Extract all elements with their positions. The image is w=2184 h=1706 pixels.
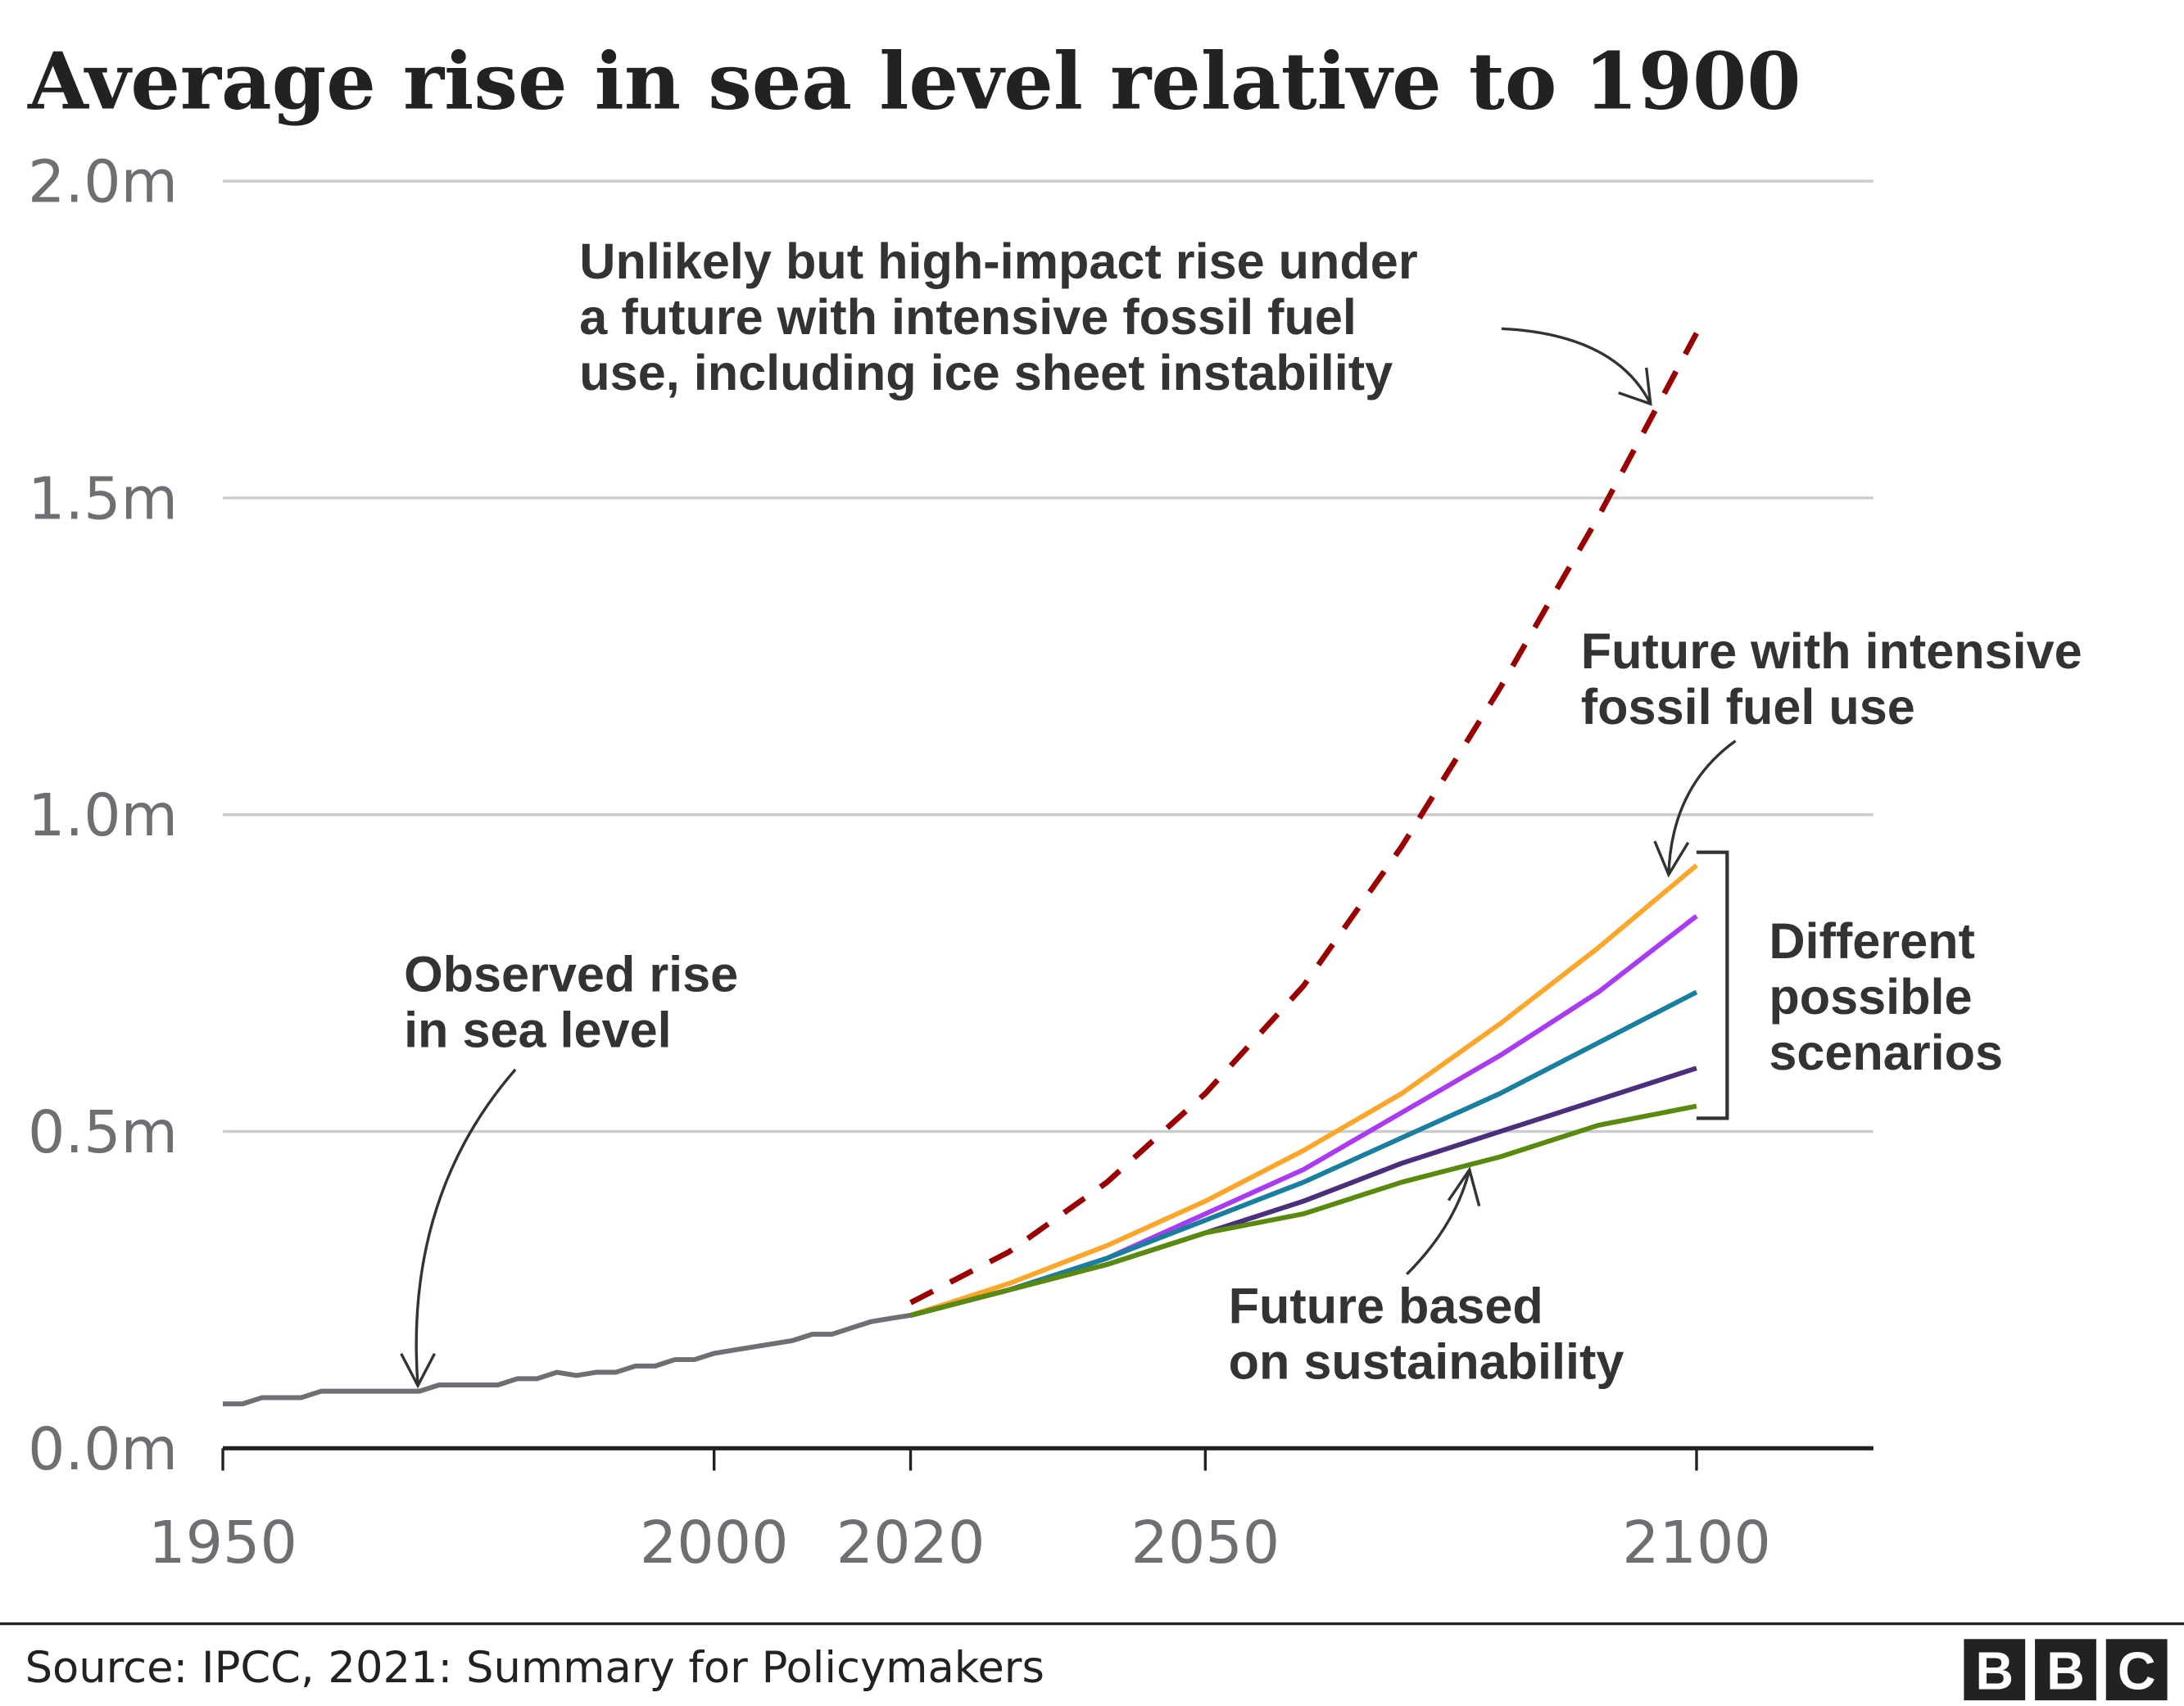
series-lines	[223, 332, 1699, 1407]
x-tick-label: 2100	[1622, 1509, 1771, 1577]
logo-letter: B	[2046, 1642, 2085, 1701]
logo-letter: B	[1975, 1642, 2014, 1701]
y-tick-label: 1.5m	[28, 464, 178, 532]
arrow-icon	[1653, 740, 1737, 878]
annotation-line: on sustainability	[1229, 1333, 1624, 1389]
y-tick-label: 1.0m	[28, 781, 178, 849]
annotation-intensive: Future with intensive fossil fuel use	[1581, 623, 2082, 878]
annotation-line: fossil fuel use	[1581, 679, 1915, 735]
annotation-line: in sea level	[404, 1002, 672, 1058]
arrow-icon	[400, 1068, 517, 1389]
series-line-sustainability	[909, 1103, 1697, 1318]
annotation-line: Unlikely but high-impact rise under	[579, 233, 1417, 289]
bbc-logo: B B C	[1964, 1639, 2168, 1701]
annotation-line: Different	[1769, 913, 1975, 969]
series-line-high-impact	[909, 332, 1699, 1306]
annotation-line: a future with intensive fossil fuel	[579, 289, 1357, 345]
x-axis-ticks: 1950 2000 2020 2050 2100	[148, 1448, 1771, 1577]
source-text: Source: IPCC, 2021: Summary for Policyma…	[25, 1643, 1044, 1693]
annotation-line: possible	[1769, 969, 1972, 1025]
series-line-scenario-3	[909, 989, 1698, 1318]
annotation-sustainability: Future based on sustainability	[1229, 1166, 1624, 1389]
y-tick-label: 2.0m	[28, 148, 178, 216]
x-tick-label: 1950	[148, 1509, 297, 1577]
logo-letter: C	[2118, 1642, 2156, 1701]
annotation-high-impact: Unlikely but high-impact rise under a fu…	[579, 233, 1652, 406]
annotation-line: use, including ice sheet instability	[579, 345, 1393, 400]
annotation-line: Future based	[1229, 1278, 1543, 1333]
annotation-line: scenarios	[1769, 1025, 2003, 1080]
y-axis-ticks: 0.0m 0.5m 1.0m 1.5m 2.0m	[28, 148, 178, 1483]
series-line-observed	[223, 1313, 912, 1407]
annotation-line: Future with intensive	[1581, 623, 2082, 679]
y-tick-label: 0.5m	[28, 1098, 178, 1166]
x-tick-label: 2050	[1131, 1509, 1280, 1577]
x-tick-label: 2000	[640, 1509, 789, 1577]
y-tick-label: 0.0m	[28, 1415, 178, 1483]
chart-title: Average rise in sea level relative to 19…	[27, 37, 1801, 128]
arrow-icon	[1501, 327, 1652, 406]
annotation-line: Observed rise	[404, 947, 738, 1002]
x-tick-label: 2020	[836, 1509, 986, 1577]
series-line-intensive-fossil-fuel	[909, 863, 1698, 1318]
annotation-scenarios: Different possible scenarios	[1696, 850, 2003, 1120]
arrow-icon	[1406, 1166, 1481, 1276]
series-line-scenario-2	[909, 914, 1698, 1318]
bracket	[1696, 850, 1729, 1120]
annotation-observed: Observed rise in sea level	[400, 947, 738, 1389]
gridlines	[223, 179, 1874, 1450]
